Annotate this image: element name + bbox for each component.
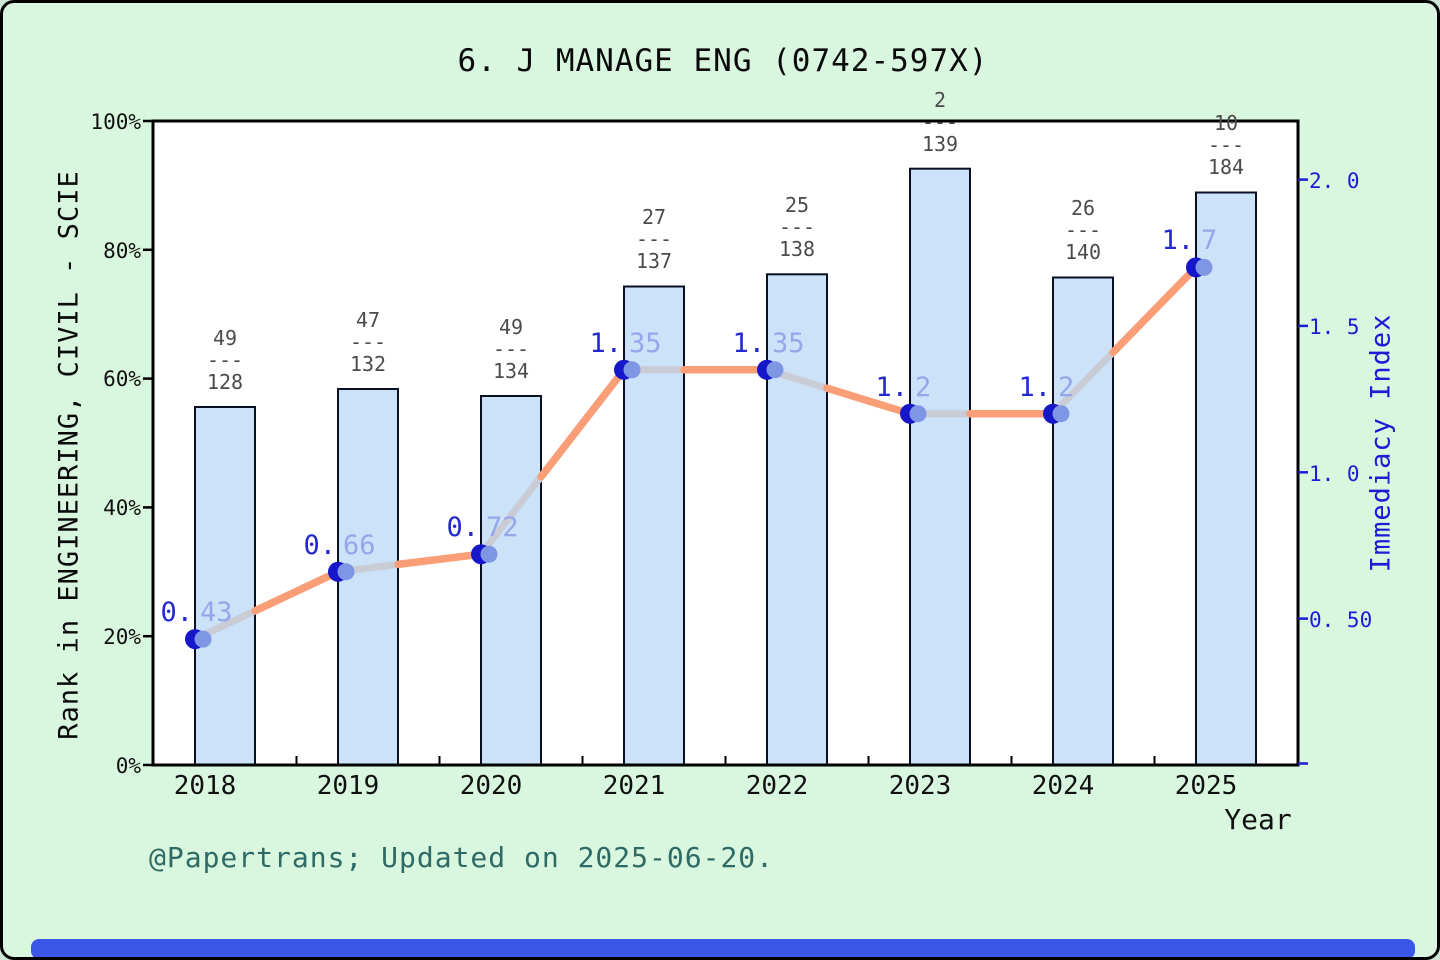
left-tick-20: 20% (103, 625, 141, 649)
marker-shadow-2018 (194, 630, 212, 648)
immediacy-markers (185, 257, 1213, 650)
rank-fraction-2024: 26 --- 140 (1064, 196, 1102, 264)
x-axis-title: Year (1224, 803, 1292, 836)
right-tick-1-5: 1. 5 (1309, 315, 1360, 339)
point-label-2020-int: 0. (446, 512, 479, 543)
plot-area (153, 121, 1298, 765)
right-axis-ticks (1298, 178, 1308, 765)
point-label-2022-frac: 35 (772, 328, 805, 359)
marker-shadow-2020 (480, 545, 498, 563)
marker-shadow-2025 (1195, 258, 1213, 276)
marker-shadow-2024 (1052, 405, 1070, 423)
left-tick-60: 60% (103, 367, 141, 391)
rank-fraction-2025: 10 --- 184 (1207, 111, 1245, 179)
point-label-2025-int: 1. (1161, 225, 1194, 256)
point-label-2021-int: 1. (589, 328, 622, 359)
left-tick-0: 0% (115, 754, 141, 778)
marker-shadow-2022 (766, 361, 784, 379)
rank-bar-series (194, 167, 1257, 766)
marker-shadow-2023 (909, 405, 927, 423)
bar-2024 (1052, 276, 1114, 766)
point-label-2025-frac: 7 (1201, 225, 1218, 256)
point-label-2019-frac: 66 (343, 530, 376, 561)
left-tick-40: 40% (103, 496, 141, 520)
immediacy-line-orange (251, 263, 1200, 615)
bar-2023 (909, 167, 971, 766)
chart-title: 6. J MANAGE ENG (0742-597X) (457, 43, 989, 79)
point-label-2019-int: 0. (303, 530, 336, 561)
rank-fraction-2018: 49 --- 128 (206, 326, 244, 394)
year-label-2024: 2024 (1031, 771, 1095, 801)
right-tick-2-0: 2. 0 (1309, 169, 1360, 193)
point-label-2023-frac: 2 (915, 372, 932, 403)
year-label-2023: 2023 (888, 771, 952, 801)
rank-fraction-2020: 49 --- 134 (492, 315, 530, 383)
point-label-2020-frac: 72 (486, 512, 519, 543)
point-label-2024-frac: 2 (1058, 372, 1075, 403)
bar-2025 (1195, 191, 1257, 766)
year-label-2025: 2025 (1174, 771, 1238, 801)
year-label-2021: 2021 (602, 771, 666, 801)
right-axis-title: Immediacy Index (1365, 313, 1397, 573)
right-tick-0-50: 0. 50 (1309, 608, 1373, 632)
left-tick-100: 100% (90, 110, 141, 134)
rank-fraction-2023: 2 --- 139 (921, 88, 959, 156)
chart-canvas (143, 119, 1308, 767)
point-label-2022-int: 1. (732, 328, 765, 359)
bar-2020 (480, 395, 542, 766)
marker-shadow-2019 (337, 563, 355, 581)
plot-frame (151, 119, 1300, 767)
point-label-2018-int: 0. (160, 597, 193, 628)
point-label-2024-int: 1. (1018, 372, 1051, 403)
rank-fraction-2019: 47 --- 132 (349, 308, 387, 376)
left-tick-80: 80% (103, 239, 141, 263)
point-label-2021-frac: 35 (629, 328, 662, 359)
marker-shadow-2021 (623, 361, 641, 379)
year-label-2019: 2019 (316, 771, 380, 801)
right-tick-1-0: 1. 0 (1309, 462, 1360, 486)
year-label-2020: 2020 (459, 771, 523, 801)
rank-fraction-2022: 25 --- 138 (778, 193, 816, 261)
bottom-accent-bar (31, 939, 1415, 957)
left-axis-ticks (143, 119, 153, 767)
year-label-2018: 2018 (173, 771, 237, 801)
x-axis-ticks (295, 756, 1156, 764)
watermark-caption: @Papertrans; Updated on 2025-06-20. (149, 841, 775, 874)
rank-fraction-2021: 27 --- 137 (635, 205, 673, 273)
bar-2018 (194, 406, 256, 766)
point-label-2023-int: 1. (875, 372, 908, 403)
year-label-2022: 2022 (745, 771, 809, 801)
point-label-2018-frac: 43 (200, 597, 233, 628)
